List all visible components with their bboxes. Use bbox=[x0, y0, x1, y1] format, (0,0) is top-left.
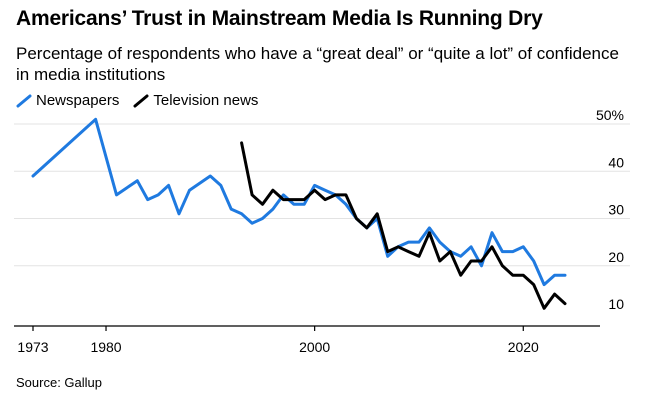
legend-label-newspapers: Newspapers bbox=[36, 92, 120, 109]
x-tick-label-2000: 2000 bbox=[299, 339, 330, 355]
y-tick-label-10: 10 bbox=[608, 296, 624, 312]
x-tick-label-2020: 2020 bbox=[508, 339, 539, 355]
y-tick-label-40: 40 bbox=[608, 154, 624, 170]
grid-lines bbox=[14, 123, 630, 267]
y-tick-label-50: 50% bbox=[596, 107, 624, 123]
tick-labels: 10 20 30 40 50% 1973 1980 2000 2020 bbox=[17, 107, 624, 355]
legend-item-television-news: Television news bbox=[133, 92, 258, 109]
chart-subtitle: Percentage of respondents who have a “gr… bbox=[16, 44, 619, 84]
legend-label-television-news: Television news bbox=[153, 92, 259, 109]
y-tick-label-20: 20 bbox=[608, 249, 624, 265]
chart-legend: Newspapers Television news bbox=[16, 92, 258, 109]
legend-swatch-television-news bbox=[133, 94, 149, 107]
x-tick-label-1980: 1980 bbox=[90, 339, 121, 355]
chart-title: Americans’ Trust in Mainstream Media Is … bbox=[16, 7, 543, 30]
legend-item-newspapers: Newspapers bbox=[16, 92, 119, 109]
legend-swatch-newspapers bbox=[16, 94, 32, 107]
series-line-television-news bbox=[240, 141, 567, 310]
x-axis bbox=[14, 325, 600, 331]
y-tick-label-30: 30 bbox=[608, 202, 624, 218]
x-tick-label-1973: 1973 bbox=[17, 339, 48, 355]
series-lines bbox=[31, 117, 567, 310]
series-line-newspapers bbox=[31, 117, 567, 287]
source-note: Source: Gallup bbox=[16, 375, 102, 390]
